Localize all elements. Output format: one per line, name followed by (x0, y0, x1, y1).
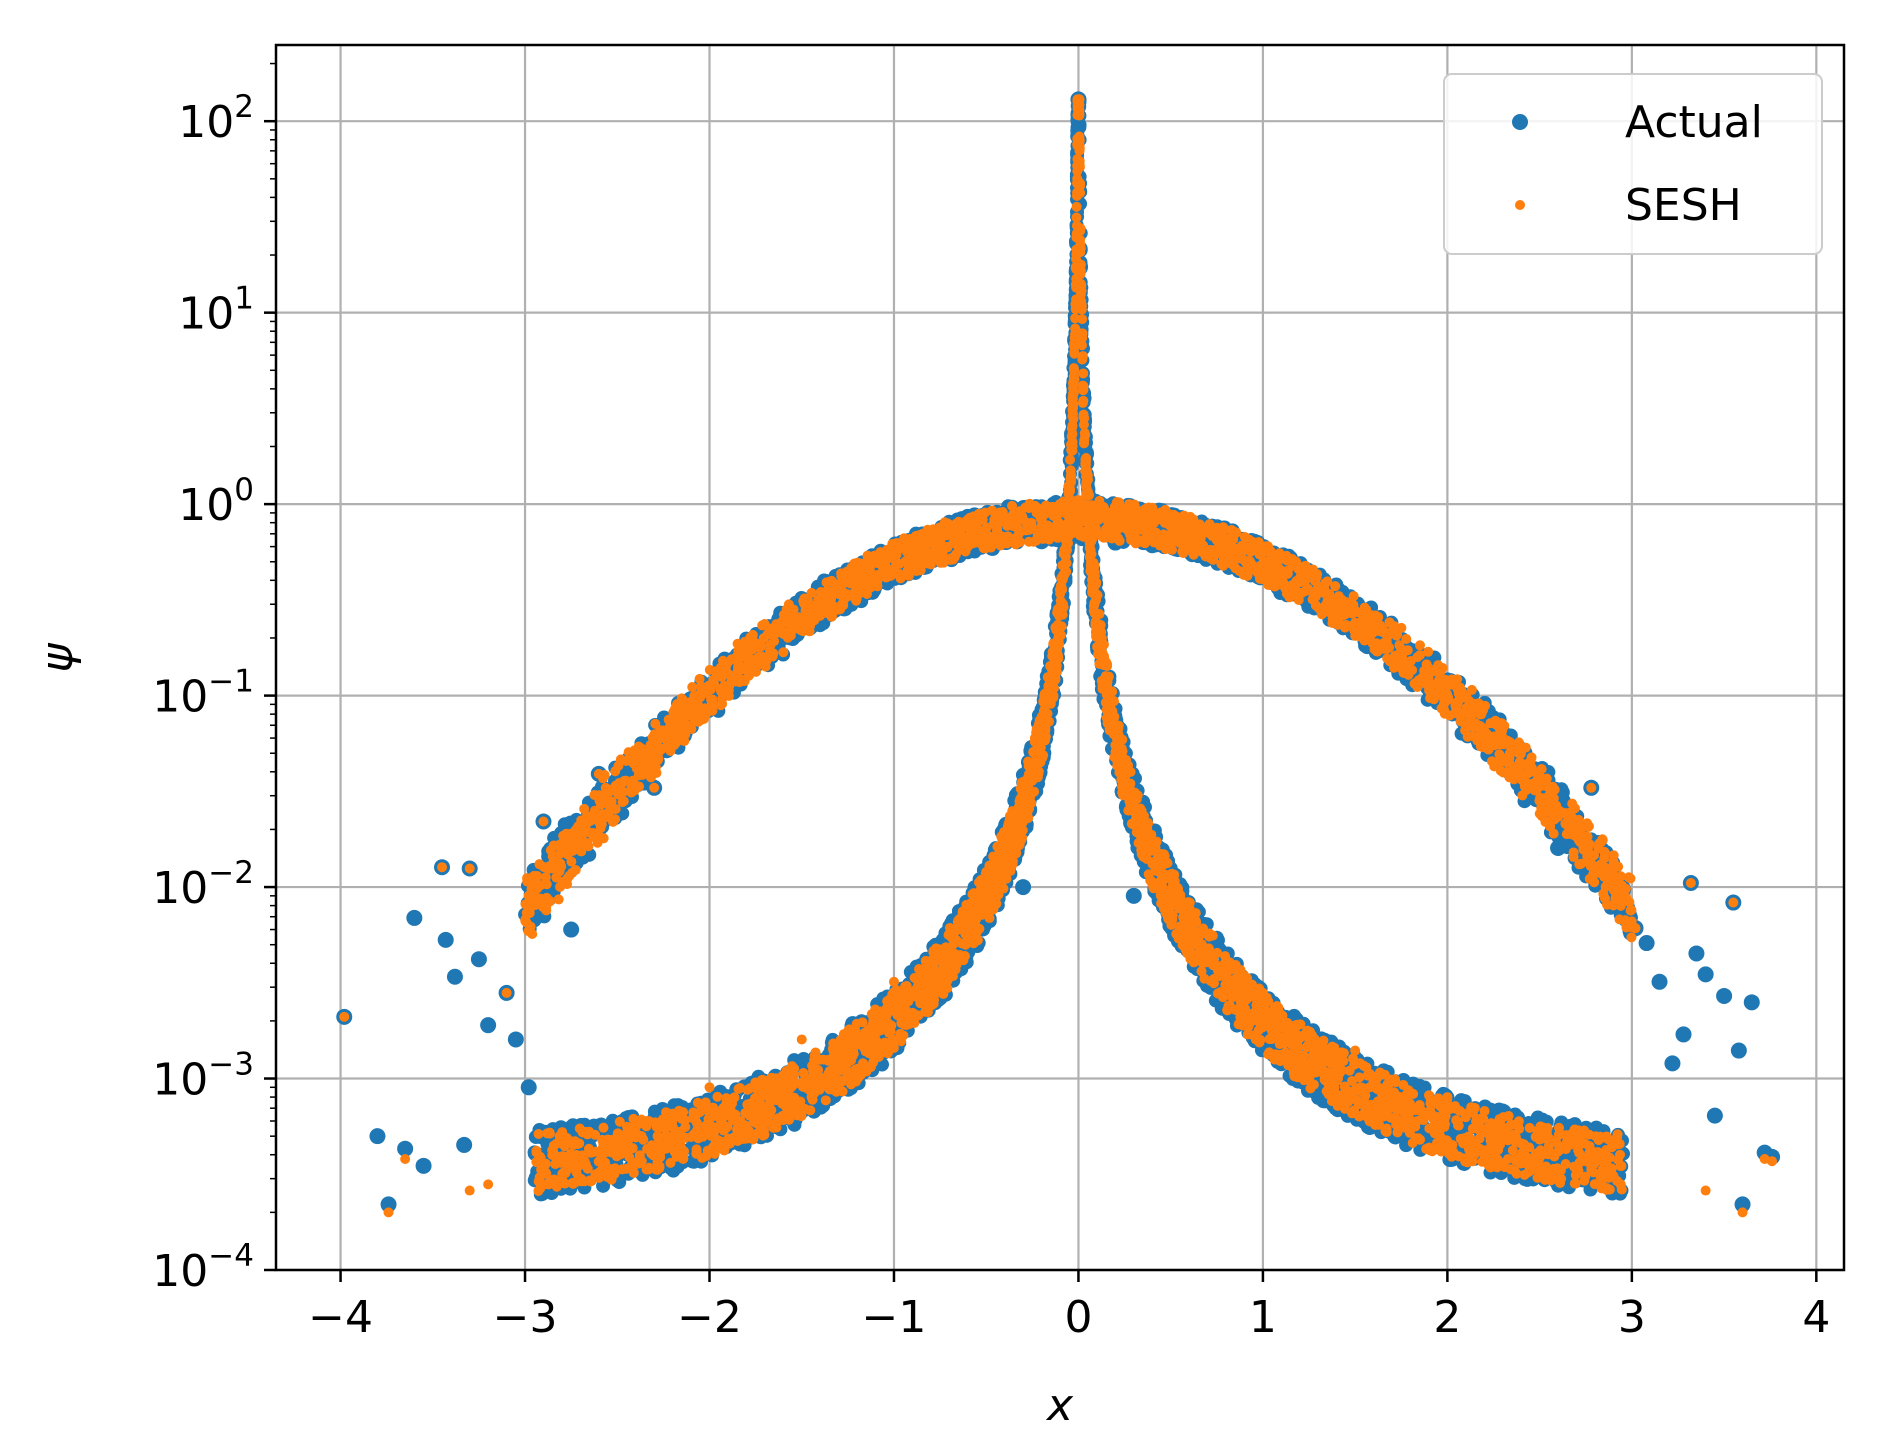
actual-point (1015, 879, 1032, 896)
actual-point (369, 1128, 386, 1145)
actual-point (406, 909, 423, 926)
actual-point (446, 968, 463, 985)
actual-point (1125, 887, 1142, 904)
actual-point (1688, 945, 1705, 962)
band-point (687, 682, 698, 693)
actual-point (470, 951, 487, 968)
actual-point (1675, 1026, 1692, 1043)
band-point (1626, 932, 1637, 943)
actual-point (415, 1157, 432, 1174)
actual-point (1716, 987, 1733, 1004)
band-point (1625, 873, 1636, 884)
actual-point (1550, 839, 1567, 856)
actual-point (1743, 994, 1760, 1011)
actual-point (480, 1017, 497, 1034)
actual-point (1664, 1055, 1681, 1072)
actual-point (563, 921, 580, 938)
actual-point (507, 1031, 524, 1048)
actual-point (1697, 966, 1714, 983)
actual-point (1638, 935, 1655, 952)
actual-point (1651, 973, 1668, 990)
data-layer (336, 91, 1781, 1218)
actual-point (1730, 1042, 1747, 1059)
actual-point (520, 1079, 537, 1096)
actual-point (437, 931, 454, 948)
actual-point (456, 1136, 473, 1153)
actual-point (1706, 1107, 1723, 1124)
